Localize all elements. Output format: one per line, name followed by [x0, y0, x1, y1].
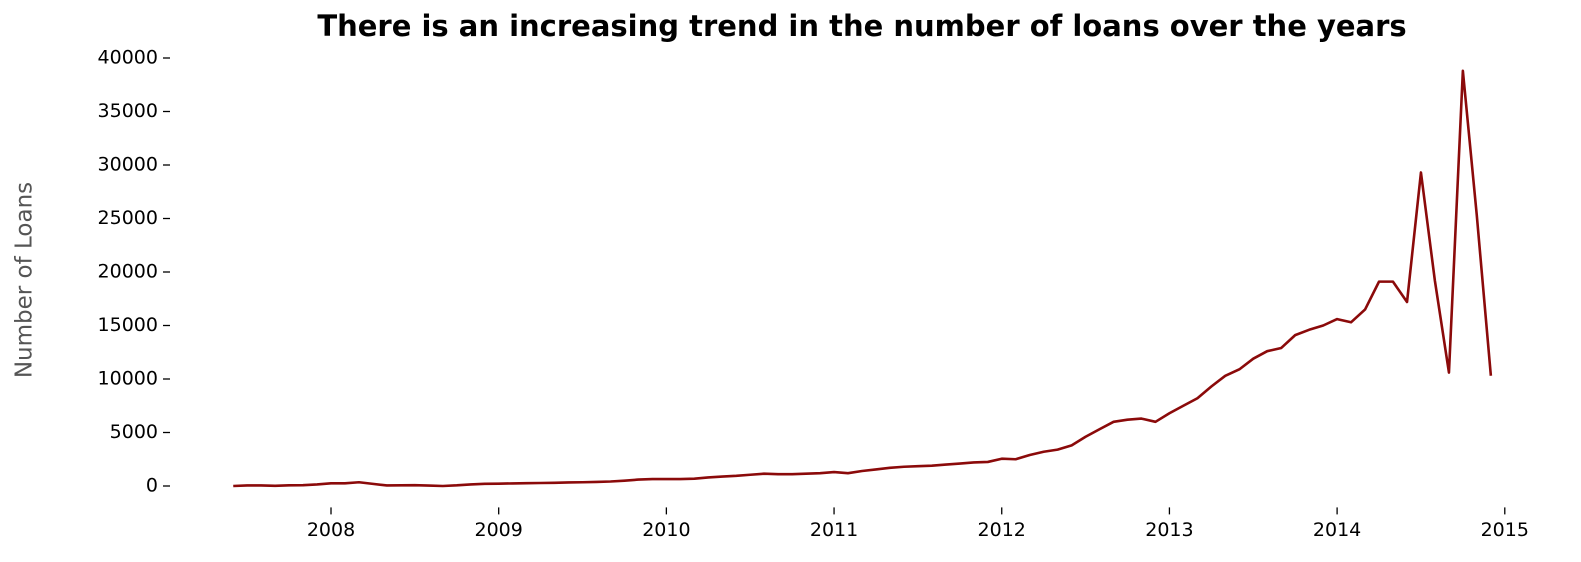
y-tick-label: 5000: [110, 421, 158, 443]
x-tick-label: 2009: [475, 519, 523, 541]
y-tick-label: 15000: [98, 314, 158, 336]
x-tick-label: 2014: [1313, 519, 1361, 541]
y-tick-label: 10000: [98, 368, 158, 390]
y-tick-label: 35000: [98, 100, 158, 122]
y-axis-label: Number of Loans: [12, 182, 38, 378]
y-tick-label: 30000: [98, 154, 158, 176]
x-tick-label: 2013: [1145, 519, 1193, 541]
y-tick-label: 0: [146, 475, 158, 497]
data-line: [233, 69, 1493, 488]
x-tick-label: 2011: [810, 519, 858, 541]
x-tick-label: 2010: [642, 519, 690, 541]
chart-title: There is an increasing trend in the numb…: [317, 9, 1406, 43]
x-tick-label: 2008: [307, 519, 355, 541]
y-tick-label: 40000: [98, 47, 158, 69]
y-tick-label: 25000: [98, 207, 158, 229]
y-tick-label: 20000: [98, 261, 158, 283]
x-tick-label: 2012: [978, 519, 1026, 541]
x-tick-label: 2015: [1481, 519, 1529, 541]
